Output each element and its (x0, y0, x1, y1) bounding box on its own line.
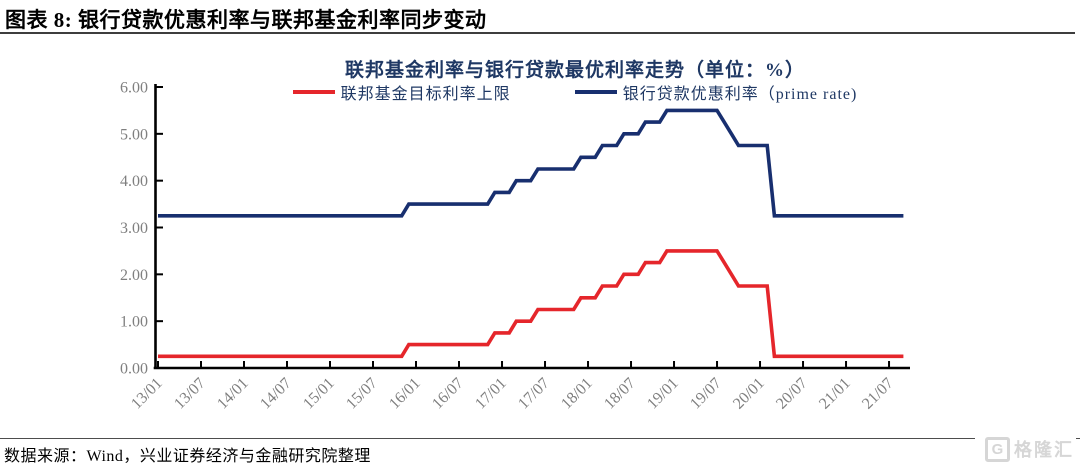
series-line-prime-rate (158, 108, 904, 218)
x-tick-label: 21/01 (816, 375, 854, 413)
x-tick-label: 15/07 (343, 375, 381, 413)
gelonghui-watermark: G 格隆汇 (975, 434, 1076, 464)
y-tick-label: 2.00 (120, 267, 148, 284)
x-tick-label: 19/07 (687, 375, 725, 413)
x-tick-label: 16/01 (386, 375, 424, 413)
x-tick-label: 14/07 (257, 375, 295, 413)
y-tick-label: 4.00 (120, 173, 148, 190)
prime-rate-line-swatch (574, 90, 617, 94)
y-tick-label: 0.00 (120, 361, 148, 378)
x-tick-label: 18/01 (558, 375, 596, 413)
x-tick-label: 20/01 (730, 375, 768, 413)
y-tick-label: 3.00 (120, 220, 148, 237)
chart-title: 联邦基金利率与银行贷款最优利率走势（单位：%） (344, 60, 805, 81)
y-tick-label: 6.00 (120, 80, 148, 97)
gelonghui-logo-text: 格隆汇 (1014, 440, 1074, 460)
x-tick-label: 16/07 (429, 375, 467, 413)
y-tick-label: 5.00 (120, 126, 148, 143)
x-tick-label: 15/01 (300, 375, 338, 413)
data-source-note: 数据来源：Wind，兴业证券经济与金融研究院整理 (4, 448, 371, 464)
series-line-fed-funds (158, 249, 904, 359)
legend-item-fed-funds: 联邦基金目标利率上限 (292, 80, 511, 104)
legend-label-prime-rate: 银行贷款优惠利率（prime rate) (622, 86, 858, 103)
chart-legend: 联邦基金目标利率上限 银行贷款优惠利率（prime rate) (180, 80, 970, 104)
x-tick-label: 17/07 (515, 375, 553, 413)
x-tick-label: 21/07 (859, 375, 897, 413)
footer-divider (0, 438, 1080, 439)
gelonghui-logo-icon: G (985, 436, 1010, 462)
fed-funds-line-swatch (292, 90, 335, 94)
x-tick-label: 20/07 (773, 375, 811, 413)
x-tick-label: 17/01 (472, 375, 510, 413)
x-tick-label: 18/07 (601, 375, 639, 413)
x-tick-label: 13/07 (171, 375, 209, 413)
x-tick-label: 14/01 (214, 375, 252, 413)
figure-header-title: 图表 8: 银行贷款优惠利率与联邦基金利率同步变动 (5, 8, 487, 32)
x-tick-label: 13/01 (128, 375, 166, 413)
legend-label-fed-funds: 联邦基金目标利率上限 (340, 86, 511, 103)
header-divider (0, 32, 1075, 34)
y-tick-label: 1.00 (120, 314, 148, 331)
x-tick-label: 19/01 (644, 375, 682, 413)
legend-item-prime-rate: 银行贷款优惠利率（prime rate) (574, 80, 858, 104)
